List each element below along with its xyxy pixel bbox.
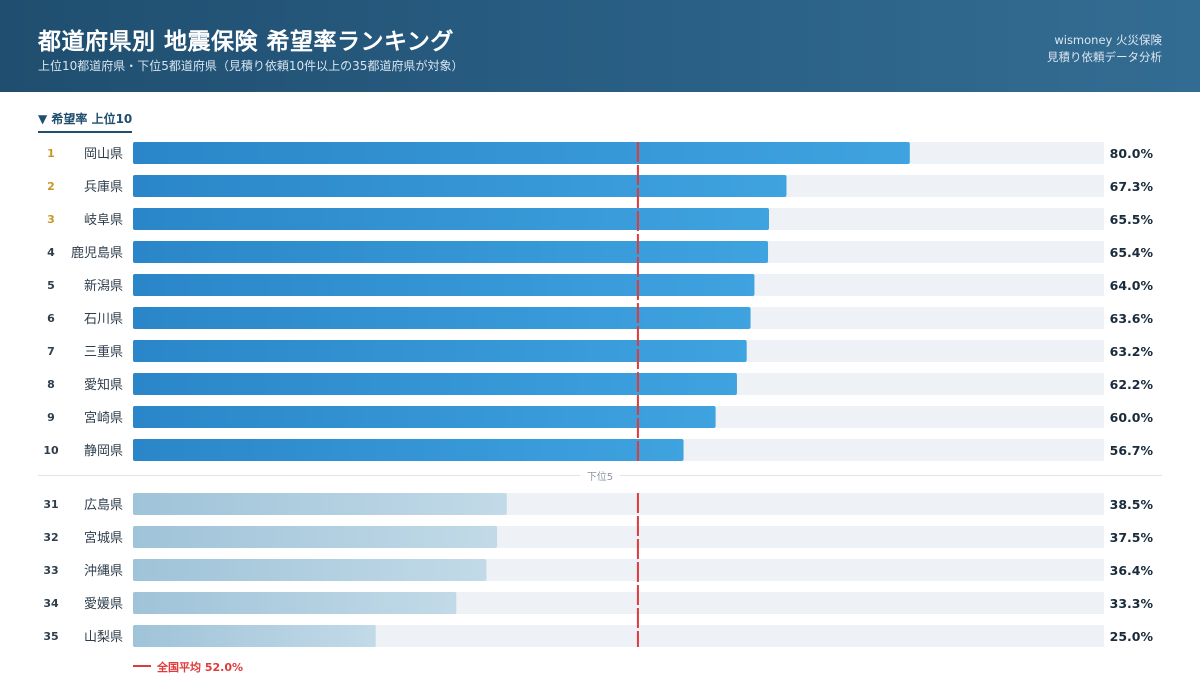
bar — [133, 493, 507, 515]
rank-label: 2 — [47, 180, 55, 193]
chart-row: 6 石川県 63.6% — [47, 307, 1153, 329]
chart-row: 4 鹿児島県 65.4% — [47, 241, 1153, 263]
chart-row: 33 沖縄県 36.4% — [43, 559, 1153, 581]
prefecture-label: 岡山県 — [84, 147, 123, 162]
rank-label: 5 — [47, 279, 55, 292]
value-label: 65.5% — [1110, 212, 1154, 227]
value-label: 25.0% — [1110, 629, 1154, 644]
value-label: 38.5% — [1110, 497, 1154, 512]
bar — [133, 439, 684, 461]
value-label: 36.4% — [1110, 563, 1154, 578]
rank-label: 4 — [47, 246, 55, 259]
rank-label: 31 — [43, 498, 58, 511]
value-label: 80.0% — [1110, 146, 1154, 161]
bar — [133, 274, 755, 296]
prefecture-label: 三重県 — [84, 344, 123, 360]
rank-label: 6 — [47, 312, 55, 325]
prefecture-label: 愛媛県 — [84, 597, 123, 612]
rank-label: 32 — [43, 531, 58, 544]
prefecture-label: 山梨県 — [84, 630, 123, 645]
bar — [133, 340, 747, 362]
bar — [133, 559, 487, 581]
value-label: 65.4% — [1110, 245, 1154, 260]
value-label: 33.3% — [1110, 596, 1154, 611]
prefecture-label: 宮城県 — [84, 530, 123, 546]
chart-row: 31 広島県 38.5% — [43, 493, 1153, 515]
prefecture-label: 愛知県 — [84, 377, 123, 393]
top-section-label: ▼ 希望率 上位10 — [38, 110, 133, 133]
header-banner: 都道府県別 地震保険 希望率ランキング 上位10都道府県・下位5都道府県（見積り… — [0, 0, 1200, 92]
bar — [133, 373, 737, 395]
prefecture-label: 沖縄県 — [84, 564, 123, 579]
value-label: 63.6% — [1110, 311, 1154, 326]
chart-row: 35 山梨県 25.0% — [43, 625, 1153, 647]
average-legend-label: 全国平均 52.0% — [157, 661, 243, 674]
value-label: 67.3% — [1110, 179, 1154, 194]
value-label: 64.0% — [1110, 278, 1154, 293]
bar — [133, 406, 716, 428]
rank-label: 8 — [47, 378, 55, 391]
prefecture-label: 兵庫県 — [84, 180, 123, 195]
chart-row: 8 愛知県 62.2% — [47, 373, 1153, 395]
bar — [133, 208, 770, 230]
bar — [133, 625, 376, 647]
rank-label: 10 — [43, 444, 59, 457]
bar — [133, 307, 751, 329]
chart-row: 34 愛媛県 33.3% — [43, 592, 1153, 614]
page-subtitle: 上位10都道府県・下位5都道府県（見積り依頼10件以上の35都道府県が対象） — [38, 59, 464, 73]
bottom-section-label: 下位5 — [580, 468, 620, 483]
chart-row: 2 兵庫県 67.3% — [47, 175, 1153, 197]
value-label: 63.2% — [1110, 344, 1154, 359]
rank-label: 7 — [47, 345, 55, 358]
rank-label: 33 — [43, 564, 58, 577]
chart-row: 7 三重県 63.2% — [47, 340, 1153, 362]
bar — [133, 592, 457, 614]
value-label: 62.2% — [1110, 377, 1154, 392]
chart-row: 5 新潟県 64.0% — [47, 274, 1153, 296]
average-legend: 全国平均 52.0% — [133, 659, 243, 675]
chart-row: 3 岐阜県 65.5% — [47, 208, 1153, 230]
bar — [133, 175, 787, 197]
bar — [133, 526, 498, 548]
page-title: 都道府県別 地震保険 希望率ランキング — [38, 29, 454, 55]
chart-row: 10 静岡県 56.7% — [43, 439, 1153, 461]
bar — [133, 142, 910, 164]
brand-caption: 見積り依頼データ分析 — [1047, 50, 1162, 64]
prefecture-label: 新潟県 — [84, 278, 123, 294]
rank-label: 34 — [43, 597, 59, 610]
prefecture-label: 岐阜県 — [84, 212, 123, 228]
rank-label: 35 — [43, 630, 58, 643]
prefecture-label: 鹿児島県 — [71, 245, 123, 261]
value-label: 37.5% — [1110, 530, 1154, 545]
rank-label: 3 — [47, 213, 55, 226]
prefecture-label: 宮崎県 — [84, 410, 123, 426]
prefecture-label: 石川県 — [84, 312, 123, 327]
chart-row: 9 宮崎県 60.0% — [47, 406, 1153, 428]
brand-name: wismoney 火災保険 — [1054, 33, 1162, 47]
value-label: 60.0% — [1110, 410, 1154, 425]
chart-row: 1 岡山県 80.0% — [47, 142, 1153, 164]
prefecture-label: 広島県 — [84, 498, 123, 513]
bar — [133, 241, 769, 263]
rank-label: 9 — [47, 411, 55, 424]
average-legend-swatch — [133, 665, 151, 667]
chart-row: 32 宮城県 37.5% — [43, 526, 1153, 548]
value-label: 56.7% — [1110, 443, 1154, 458]
prefecture-label: 静岡県 — [84, 444, 123, 459]
rank-label: 1 — [47, 147, 55, 160]
